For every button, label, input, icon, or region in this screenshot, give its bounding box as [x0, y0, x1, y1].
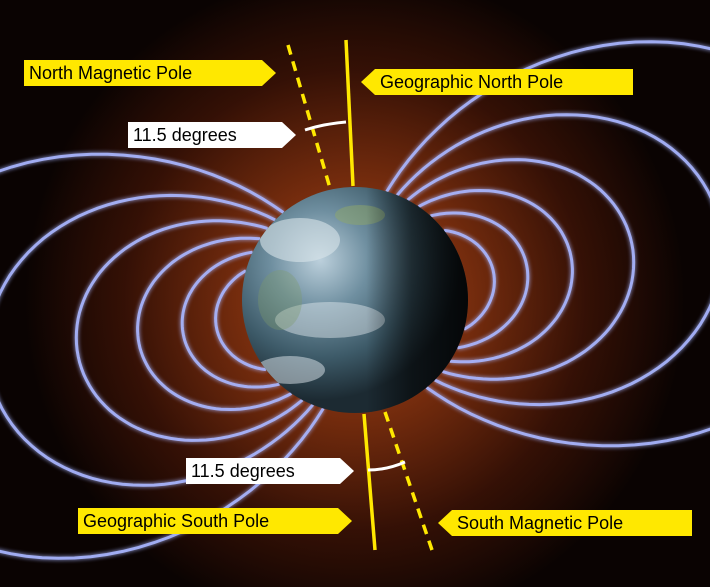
field-line	[180, 250, 280, 389]
south-magnetic-pole-label: South Magnetic Pole	[452, 510, 692, 536]
field-line	[385, 40, 710, 448]
field-line	[417, 188, 574, 364]
earth-globe	[242, 187, 468, 413]
geographic-north-pole-label: Geographic North Pole	[375, 69, 633, 95]
angle-top-arrow	[282, 122, 296, 148]
field-line	[406, 158, 636, 381]
angle-arcs	[304, 120, 406, 472]
field-line	[214, 269, 267, 372]
geographic-north-pole-arrow	[361, 69, 375, 95]
geographic-south-pole-arrow	[338, 508, 352, 534]
south-magnetic-pole-arrow	[438, 510, 452, 536]
field-line	[74, 219, 304, 442]
angle-bottom-label: 11.5 degrees	[186, 458, 340, 484]
north-magnetic-pole-arrow	[262, 60, 276, 86]
magnetic-axis	[286, 44, 434, 551]
field-line	[395, 113, 710, 407]
geographic-axis	[344, 39, 377, 551]
field-line	[136, 236, 293, 412]
field-line	[430, 211, 530, 350]
angle-bottom-arrow	[340, 458, 354, 484]
field-line	[443, 228, 496, 331]
angle-top-label: 11.5 degrees	[128, 122, 282, 148]
north-magnetic-pole-label: North Magnetic Pole	[24, 60, 262, 86]
geographic-south-pole-label: Geographic South Pole	[78, 508, 338, 534]
